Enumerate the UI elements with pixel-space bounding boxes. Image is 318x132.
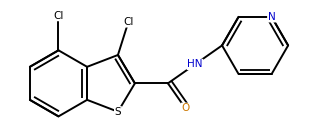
Text: O: O (181, 103, 190, 113)
Text: Cl: Cl (53, 11, 64, 21)
Text: S: S (114, 107, 121, 117)
Text: N: N (268, 12, 275, 22)
Text: HN: HN (187, 59, 203, 69)
Text: Cl: Cl (123, 17, 134, 27)
